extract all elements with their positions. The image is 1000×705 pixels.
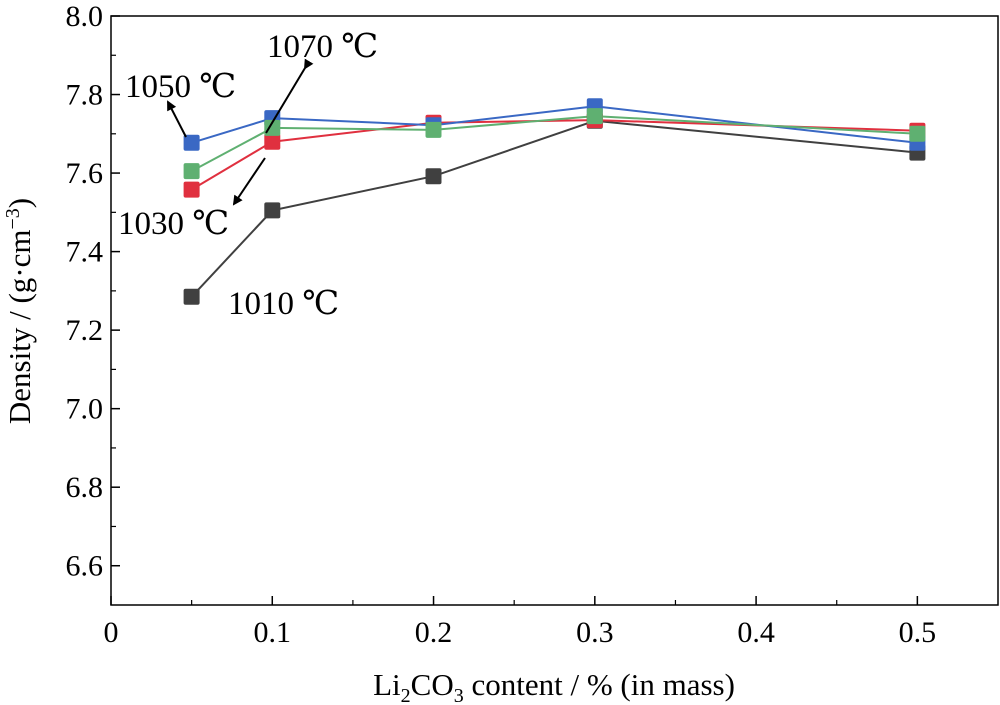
y-tick-label-6: 7.8: [66, 79, 104, 112]
annotation-1010: 1010 ℃: [228, 286, 339, 322]
axes-layer: [110, 15, 999, 606]
x-tick-label-3: 0.3: [576, 616, 614, 649]
plot-frame: [110, 15, 999, 606]
annotation-1030: 1030 ℃: [118, 157, 266, 242]
annotation-1050-label: 1050 ℃: [125, 69, 236, 105]
series-line-2: [191, 105, 918, 144]
data-point-s3-1: [264, 119, 281, 136]
y-tick-label-0: 6.6: [66, 550, 104, 583]
data-point-s3-0: [183, 163, 200, 180]
y-tick-label-1: 6.8: [66, 471, 104, 504]
y-tick-label-7: 8.0: [66, 0, 104, 33]
data-point-s0-1: [264, 202, 281, 219]
ticks-layer: 0 0.1 0.2 0.3 0.4 0.5 6.6 6.8 7.0 7.2 7.4 7.6 7.8 8.0: [66, 0, 937, 649]
series-line-3: [191, 115, 918, 172]
annotation-1010-label: 1010 ℃: [228, 286, 339, 322]
y-axis-title: Density / (g·cm−3): [2, 198, 37, 424]
annotation-1070-arrow: [265, 58, 314, 134]
data-point-s0-2: [425, 168, 442, 185]
y-tick-label-5: 7.6: [66, 157, 104, 190]
annotation-1070-label: 1070 ℃: [267, 29, 378, 65]
annotation-1050-arrow: [167, 100, 187, 138]
y-tick-label-3: 7.2: [66, 314, 104, 347]
x-axis-title: Li2CO3 content / % (in mass): [373, 667, 735, 705]
annotation-1030-label: 1030 ℃: [118, 206, 229, 242]
x-tick-label-1: 0.1: [254, 616, 292, 649]
data-point-s3-2: [425, 121, 442, 138]
y-tick-label-4: 7.4: [66, 236, 104, 269]
x-tick-label-0: 0: [104, 616, 119, 649]
data-point-s3-4: [909, 125, 926, 142]
data-point-s1-0: [183, 181, 200, 198]
annotation-1030-arrow: [232, 157, 266, 206]
data-point-s1-1: [264, 133, 281, 150]
data-point-s2-0: [183, 134, 200, 151]
series-layer: [183, 98, 926, 305]
annotation-1050: 1050 ℃: [125, 69, 236, 138]
data-point-s3-3: [586, 108, 603, 125]
series-line-0: [190, 119, 918, 298]
x-tick-label-2: 0.2: [415, 616, 453, 649]
y-tick-label-2: 7.0: [66, 393, 104, 426]
annotation-1070: 1070 ℃: [265, 29, 378, 134]
data-point-s0-0: [183, 288, 200, 305]
x-tick-label-4: 0.4: [737, 616, 775, 649]
x-tick-label-5: 0.5: [899, 616, 937, 649]
